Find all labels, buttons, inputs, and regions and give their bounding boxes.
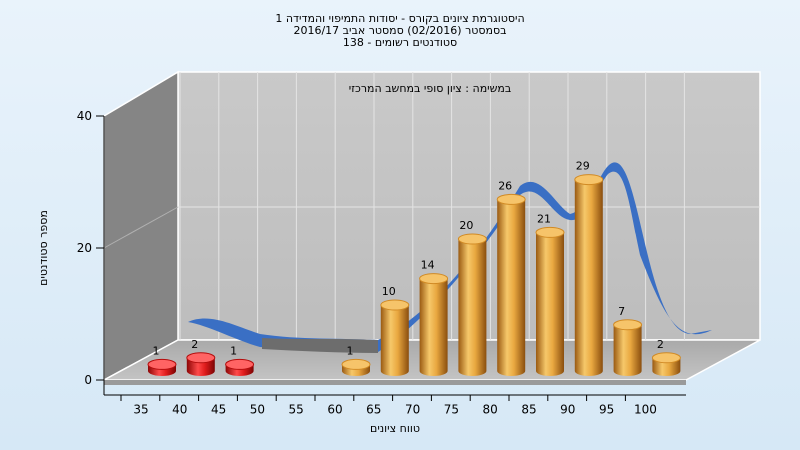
bar-body [380, 305, 409, 377]
bar-cap [574, 174, 604, 186]
bar [380, 299, 410, 377]
x-tick-label: 35 [133, 403, 148, 417]
y-axis-label: מספר סטודנטים [37, 210, 50, 286]
bar [186, 352, 216, 377]
bar-body [613, 324, 642, 377]
bar-body [574, 179, 603, 377]
x-tick-label: 80 [483, 403, 498, 417]
title-line-1: היסטוגרמת ציונים בקורס - יסודות התמיפוי … [275, 12, 524, 25]
bar [419, 273, 449, 377]
x-tick-label: 90 [560, 403, 575, 417]
bar-value-label: 2 [657, 338, 664, 351]
x-tick-label: 70 [405, 403, 420, 417]
x-tick-label: 50 [250, 403, 265, 417]
bar [225, 358, 255, 377]
bar-value-label: 20 [459, 219, 473, 232]
bar-cap [613, 319, 643, 331]
bar-body [458, 239, 487, 377]
bar-value-label: 14 [421, 259, 435, 272]
axes: 0 20 40 35 40 45 50 55 60 65 70 75 80 85 90 95 100 [77, 109, 686, 417]
bar-value-label: 2 [191, 338, 198, 351]
bar-body [419, 278, 448, 377]
x-axis-label: טווח ציונים [370, 422, 420, 435]
bar-cap [186, 352, 216, 364]
title-line-2: בסמסטר (02/2016) סמסטר אביב 2016/17 [293, 24, 506, 37]
bar-value-label: 26 [498, 179, 512, 192]
grid-line-horizontal-side [103, 206, 179, 249]
bar [496, 193, 526, 377]
y-tick-label: 40 [77, 109, 92, 123]
bar-cap [147, 358, 177, 370]
bar-cap [380, 299, 410, 311]
bar-value-label: 1 [153, 344, 160, 357]
bar-cap [341, 358, 371, 370]
floor-edge [104, 380, 686, 385]
bar-value-label: 1 [347, 344, 354, 357]
x-tick-label: 55 [289, 403, 304, 417]
distribution-curve-low-segment [262, 338, 378, 353]
x-tick-label: 40 [172, 403, 187, 417]
x-tick-label: 85 [521, 403, 536, 417]
bar [574, 174, 604, 377]
bar-value-label: 10 [382, 285, 396, 298]
bar-value-label: 21 [537, 212, 551, 225]
bar [341, 358, 371, 376]
bar-value-label: 29 [576, 160, 590, 173]
bar-cap [225, 358, 255, 370]
bar-value-label: 1 [230, 344, 237, 357]
bar-cap [419, 273, 449, 285]
x-tick-label: 65 [366, 403, 381, 417]
x-tick-label: 45 [211, 403, 226, 417]
x-tick-label: 100 [634, 403, 657, 417]
x-tick-label: 60 [327, 403, 342, 417]
grid-lines [103, 72, 760, 340]
left-wall [103, 70, 179, 382]
bar [651, 352, 681, 377]
y-tick-label: 0 [84, 373, 92, 387]
bar-cap [535, 226, 565, 238]
bar [147, 358, 177, 376]
bar-cap [496, 193, 526, 205]
x-tick-label: 75 [444, 403, 459, 417]
x-tick-label: 95 [599, 403, 614, 417]
bar [457, 233, 487, 377]
bar-cap [651, 352, 681, 364]
bar-cap [457, 233, 487, 245]
bars [147, 174, 681, 377]
bar-value-label: 7 [618, 305, 625, 318]
bar [613, 319, 643, 377]
bar-body [497, 199, 526, 377]
title-line-3: סטודנטים רשומים - 138 [343, 36, 457, 49]
y-tick-label: 20 [77, 241, 92, 255]
chart-title: היסטוגרמת ציונים בקורס - יסודות התמיפוי … [275, 12, 524, 49]
chart-annotation: במשימה : ציון סופי במחשב המרכזי [349, 82, 512, 95]
bar [535, 226, 565, 376]
bar-body [536, 232, 564, 376]
